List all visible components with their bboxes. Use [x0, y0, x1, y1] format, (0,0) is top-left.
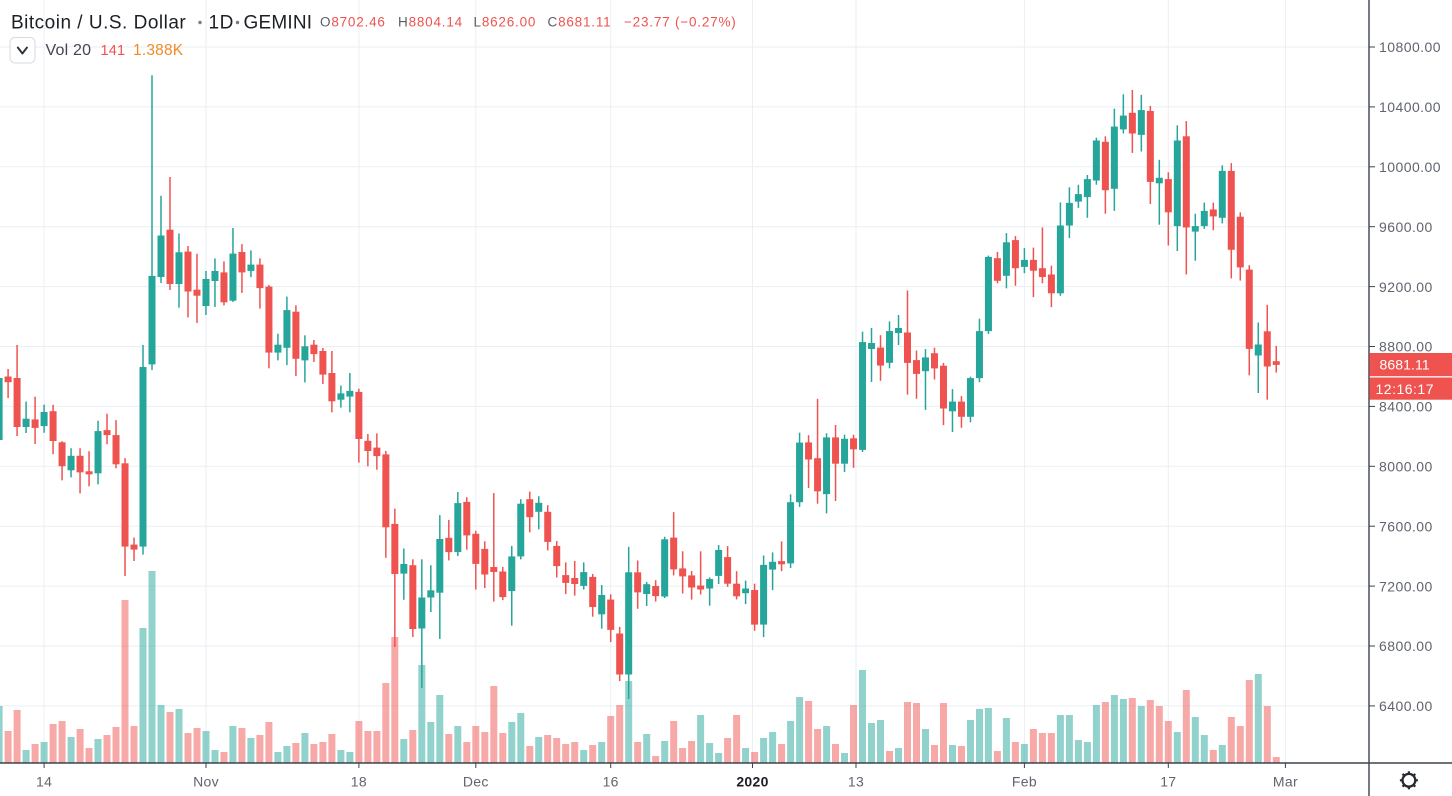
- svg-text:10800.00: 10800.00: [1379, 39, 1441, 55]
- svg-text:6800.00: 6800.00: [1379, 638, 1433, 654]
- svg-text:GEMINI: GEMINI: [244, 13, 313, 34]
- svg-text:12:16:17: 12:16:17: [1376, 381, 1435, 397]
- svg-text:Nov: Nov: [193, 774, 219, 790]
- svg-text:14: 14: [36, 774, 52, 790]
- svg-text:H8804.14: H8804.14: [398, 15, 463, 30]
- svg-text:6400.00: 6400.00: [1379, 698, 1433, 714]
- svg-text:10000.00: 10000.00: [1379, 159, 1441, 175]
- svg-text:141: 141: [101, 43, 126, 59]
- svg-text:C8681.11: C8681.11: [548, 15, 612, 30]
- svg-text:1.388K: 1.388K: [133, 42, 184, 59]
- svg-text:9200.00: 9200.00: [1379, 279, 1433, 295]
- svg-text:18: 18: [351, 774, 367, 790]
- svg-text:Feb: Feb: [1012, 774, 1037, 790]
- svg-text:8800.00: 8800.00: [1379, 339, 1433, 355]
- svg-text:L8626.00: L8626.00: [474, 15, 537, 30]
- svg-text:7600.00: 7600.00: [1379, 518, 1433, 534]
- svg-text:Bitcoin / U.S. Dollar: Bitcoin / U.S. Dollar: [11, 13, 186, 34]
- svg-text:8400.00: 8400.00: [1379, 399, 1433, 415]
- svg-text:9600.00: 9600.00: [1379, 219, 1433, 235]
- svg-text:13: 13: [848, 774, 864, 790]
- svg-text:−23.77 (−0.27%): −23.77 (−0.27%): [624, 15, 737, 30]
- svg-text:10400.00: 10400.00: [1379, 99, 1441, 115]
- svg-text:2020: 2020: [736, 774, 768, 790]
- svg-text:Dec: Dec: [463, 774, 489, 790]
- svg-text:Vol 20: Vol 20: [46, 42, 92, 59]
- svg-text:17: 17: [1160, 774, 1176, 790]
- svg-text:8681.11: 8681.11: [1380, 357, 1430, 373]
- svg-text:16: 16: [603, 774, 619, 790]
- svg-text:1D: 1D: [209, 13, 234, 34]
- svg-text:O8702.46: O8702.46: [320, 15, 386, 30]
- svg-text:Mar: Mar: [1273, 774, 1298, 790]
- svg-text:8000.00: 8000.00: [1379, 459, 1433, 475]
- svg-text:7200.00: 7200.00: [1379, 578, 1433, 594]
